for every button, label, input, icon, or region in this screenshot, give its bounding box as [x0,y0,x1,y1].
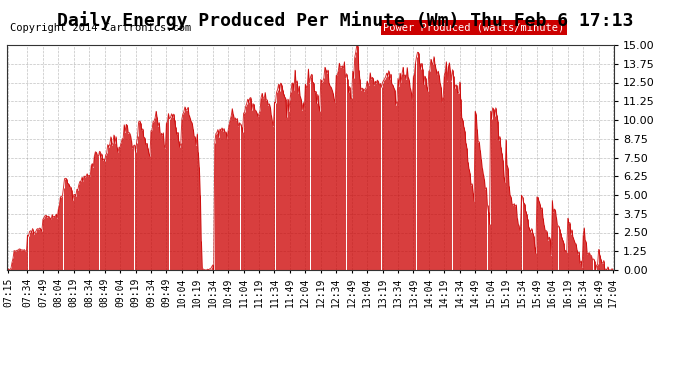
Text: Copyright 2014 Cartronics.com: Copyright 2014 Cartronics.com [10,22,191,33]
Text: Daily Energy Produced Per Minute (Wm) Thu Feb 6 17:13: Daily Energy Produced Per Minute (Wm) Th… [57,11,633,30]
Text: Power Produced (watts/minute): Power Produced (watts/minute) [384,22,564,33]
